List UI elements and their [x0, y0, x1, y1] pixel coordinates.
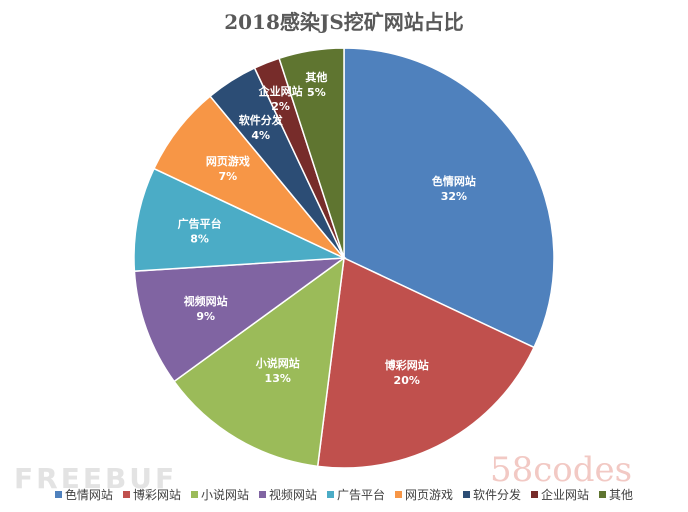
slice-percent-label: 4% — [251, 129, 270, 142]
legend-label: 企业网站 — [541, 488, 590, 502]
slice-percent-label: 5% — [307, 86, 326, 99]
legend-item: 企业网站 — [531, 486, 589, 503]
slice-category-label: 小说网站 — [255, 356, 300, 370]
legend-swatch — [395, 491, 402, 498]
slice-category-label: 软件分发 — [239, 113, 284, 127]
legend-label: 网页游戏 — [405, 488, 454, 502]
pie-slice-3 — [173, 256, 345, 468]
watermark-left: FREEBUF — [14, 462, 178, 495]
slice-category-label: 其他 — [305, 70, 327, 84]
legend-label: 小说网站 — [200, 488, 249, 502]
legend: 色情网站 博彩网站 小说网站 视频网站 广告平台 网页游戏 软件分发 企业网站 其他 — [0, 486, 688, 503]
legend-label: 其他 — [609, 488, 634, 502]
slice-category-label: 网页游戏 — [206, 154, 250, 168]
legend-item: 色情网站 — [54, 486, 113, 503]
slice-percent-label: 9% — [196, 310, 215, 323]
pie-slice-9 — [278, 47, 345, 259]
legend-swatch — [599, 491, 607, 498]
legend-label: 色情网站 — [64, 488, 113, 502]
legend-item: 网页游戏 — [395, 486, 453, 503]
pie-slice-2 — [316, 256, 536, 469]
legend-item: 视频网站 — [258, 486, 317, 503]
slice-percent-label: 32% — [441, 190, 467, 203]
slice-percent-label: 8% — [190, 232, 209, 245]
slice-category-label: 色情网站 — [432, 174, 476, 188]
legend-item: 广告平台 — [326, 486, 385, 503]
slice-category-label: 视频网站 — [184, 294, 228, 308]
legend-item: 其他 — [599, 486, 633, 503]
legend-item: 软件分发 — [463, 486, 521, 503]
legend-item: 博彩网站 — [122, 486, 181, 503]
legend-label: 软件分发 — [473, 488, 522, 502]
slice-category-label: 博彩网站 — [385, 358, 429, 372]
pie-slice-4 — [133, 257, 347, 383]
slice-percent-label: 20% — [394, 374, 420, 387]
legend-label: 广告平台 — [336, 488, 385, 502]
legend-item: 小说网站 — [190, 486, 249, 503]
legend-swatch — [122, 491, 130, 498]
watermark-right: 58codes — [490, 450, 633, 490]
slice-percent-label: 13% — [265, 372, 291, 385]
slice-percent-label: 7% — [219, 170, 238, 183]
chart-title: 2018感染JS挖矿网站占比 — [224, 10, 464, 34]
legend-swatch — [190, 491, 198, 498]
slice-category-label: 企业网站 — [258, 84, 303, 98]
legend-swatch — [54, 491, 62, 498]
legend-swatch — [531, 491, 539, 498]
legend-label: 视频网站 — [268, 488, 317, 502]
pie-slice-5 — [133, 167, 345, 272]
slice-category-label: 广告平台 — [178, 216, 222, 230]
pie-slice-1 — [343, 47, 555, 349]
legend-swatch — [326, 491, 334, 498]
slice-percent-label: 2% — [271, 100, 290, 113]
legend-label: 博彩网站 — [132, 488, 181, 502]
legend-swatch — [258, 491, 266, 498]
legend-swatch — [463, 491, 471, 498]
